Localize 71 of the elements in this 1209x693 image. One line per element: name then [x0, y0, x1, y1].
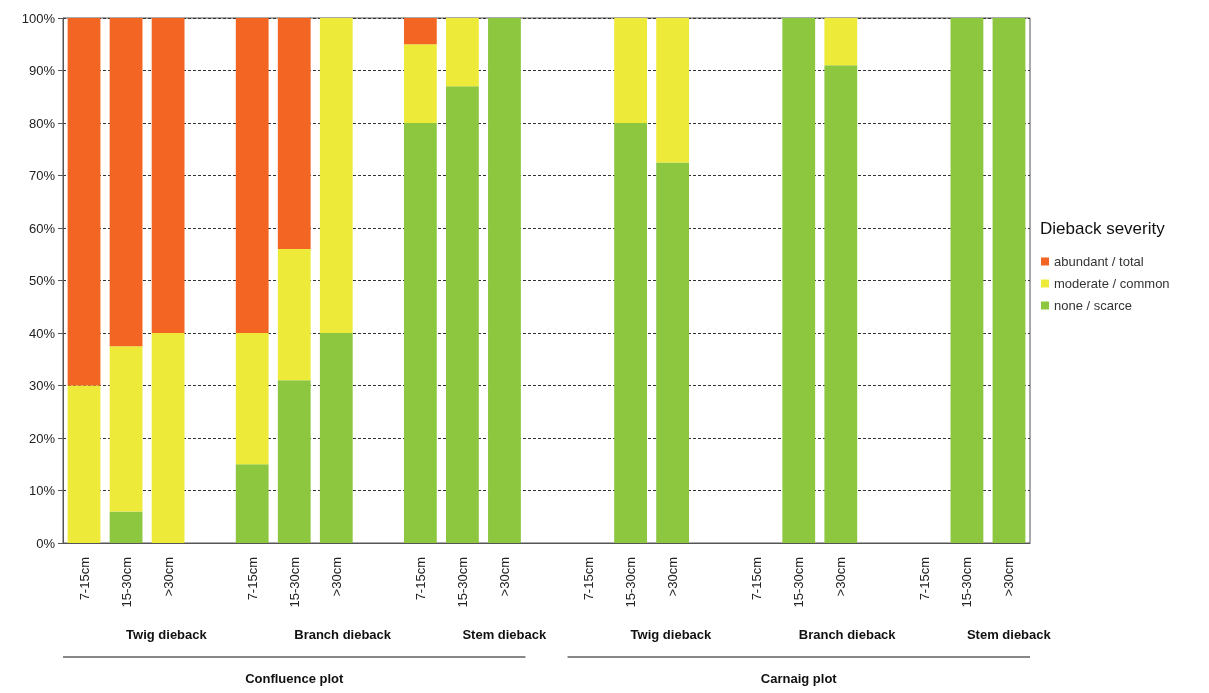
y-tick-label: 60% — [28, 220, 56, 236]
text: Branch dieback — [294, 627, 392, 642]
bar — [109, 511, 143, 543]
x-tick-label: >30cm — [1001, 557, 1017, 597]
bar — [235, 18, 269, 333]
x-tick-label: 7-15cm — [917, 557, 933, 601]
bar — [488, 18, 521, 543]
x-tick-label: 15-30cm — [791, 557, 807, 608]
x-tick-label: 7-15cm — [749, 557, 765, 601]
x-tick-label: 7-15cm — [412, 557, 428, 601]
legend-label: moderate / common — [1054, 276, 1170, 291]
legend-label: none / scarce — [1054, 298, 1133, 313]
bar — [151, 333, 185, 543]
bar — [277, 380, 311, 543]
text: Carnaig plot — [760, 671, 838, 686]
x-tick-label: 15-30cm — [118, 557, 134, 608]
bar — [656, 162, 690, 543]
bar — [403, 44, 437, 123]
x-tick-label: >30cm — [160, 557, 176, 597]
bar — [614, 123, 647, 543]
bar — [277, 249, 311, 381]
x-tick-label: >30cm — [328, 557, 344, 597]
bar — [277, 18, 311, 249]
text: Stem dieback — [966, 627, 1052, 642]
x-tick-label: 7-15cm — [581, 557, 597, 601]
bar — [824, 65, 858, 543]
text: Twig dieback — [126, 627, 208, 642]
text: Branch dieback — [798, 627, 897, 642]
text: Stem dieback — [462, 627, 547, 642]
bar — [656, 18, 690, 163]
bar — [446, 18, 479, 87]
bar — [782, 18, 816, 543]
y-tick-label: 80% — [28, 115, 56, 131]
bar — [67, 18, 101, 386]
x-tick-label: >30cm — [496, 557, 512, 597]
bar — [151, 18, 185, 333]
x-tick-label: 7-15cm — [244, 557, 260, 601]
bar — [824, 18, 858, 66]
bar — [67, 385, 101, 543]
y-tick-label: 30% — [28, 378, 56, 393]
x-tick-label: 7-15cm — [76, 557, 92, 601]
bar — [235, 464, 269, 543]
bar — [403, 18, 437, 45]
x-tick-label: 15-30cm — [959, 557, 975, 608]
bar — [992, 18, 1026, 543]
bar — [319, 333, 353, 543]
bar — [614, 18, 647, 123]
bar — [950, 18, 984, 543]
bar — [235, 333, 269, 465]
y-tick-label: 70% — [28, 168, 56, 183]
text: Confluence plot — [245, 671, 345, 686]
legend-label: abundant / total — [1054, 254, 1144, 269]
y-tick-label: 90% — [28, 63, 56, 78]
x-tick-label: 15-30cm — [623, 557, 639, 608]
y-tick-label: 40% — [28, 325, 56, 341]
y-tick-label: 20% — [28, 430, 56, 446]
x-tick-label: >30cm — [833, 557, 849, 597]
bar — [109, 346, 143, 512]
x-tick-label: 15-30cm — [286, 557, 302, 608]
legend-title: Dieback severity — [1040, 219, 1166, 238]
y-tick-label: 100% — [21, 10, 56, 26]
bar — [403, 123, 437, 543]
x-tick-label: >30cm — [665, 557, 681, 597]
bar — [109, 18, 143, 347]
bar — [446, 86, 479, 543]
y-tick-label: 10% — [28, 483, 56, 498]
y-tick-label: 50% — [28, 273, 56, 288]
text: Twig dieback — [630, 627, 713, 642]
bar — [319, 18, 353, 333]
x-tick-label: 15-30cm — [454, 557, 470, 608]
y-tick-label: 0% — [36, 535, 56, 551]
